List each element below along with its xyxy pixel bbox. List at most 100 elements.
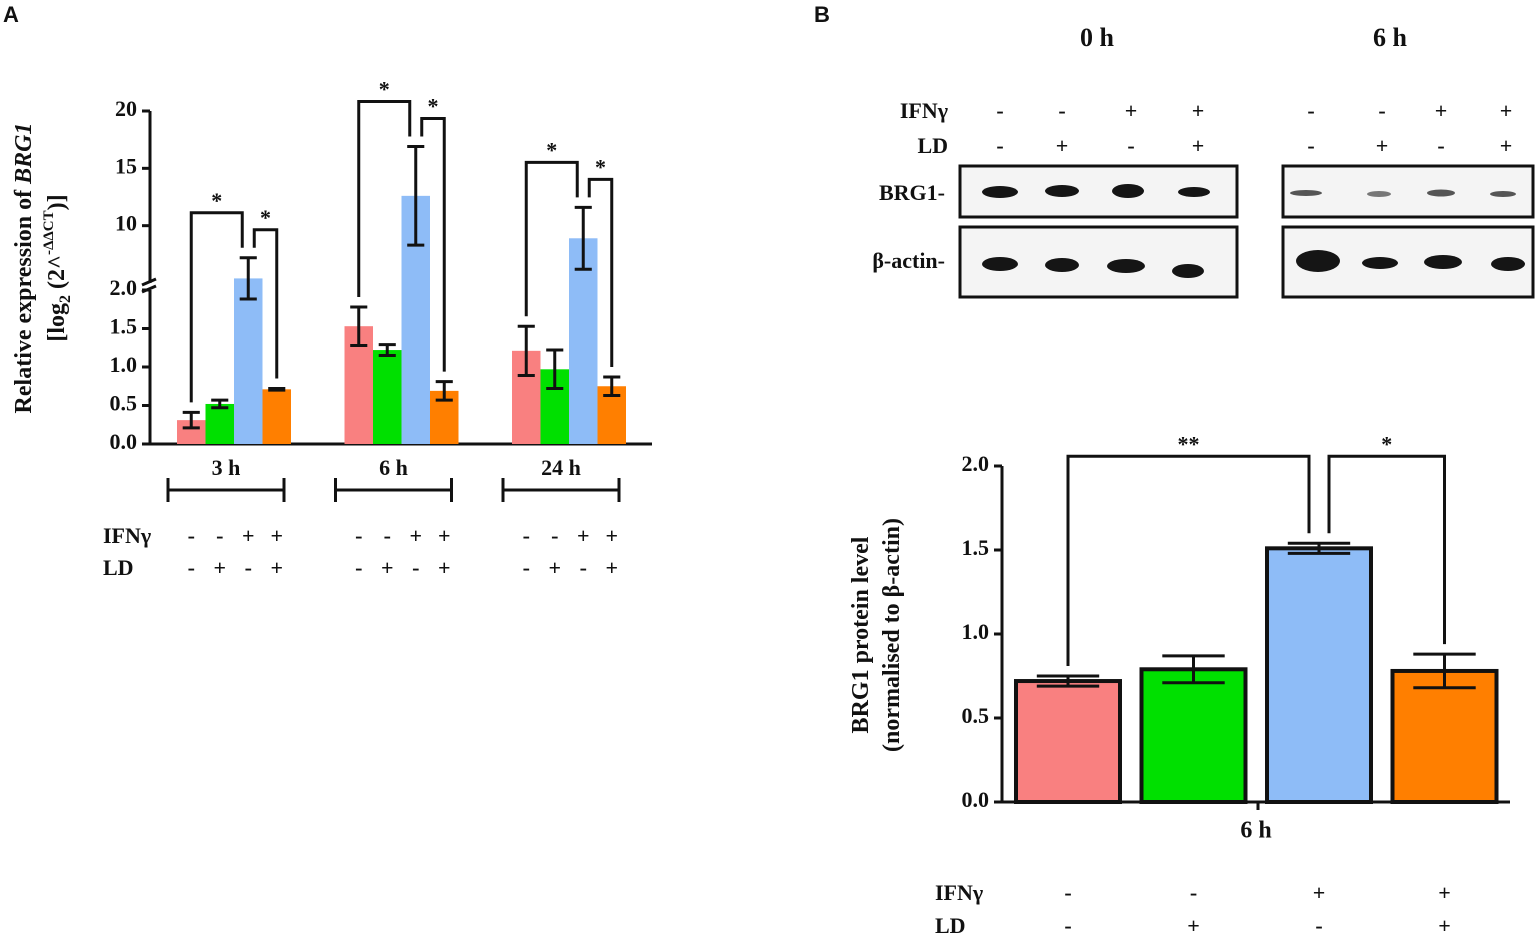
y-axis-label: BRG1 protein level xyxy=(848,536,874,733)
y-axis-label-part: )] xyxy=(44,194,70,210)
blot-frame xyxy=(1281,164,1535,219)
blot-row-label: LD xyxy=(917,133,948,158)
y-tick-label: 1.5 xyxy=(110,314,138,339)
condition-sign: - xyxy=(580,555,587,580)
condition-sign: - xyxy=(523,555,530,580)
y-axis-label: (normalised to β-actin) xyxy=(879,518,905,752)
condition-label: LD xyxy=(935,913,966,937)
bar xyxy=(569,238,598,444)
y-axis-label-part: (normalised to β-actin) xyxy=(879,518,905,752)
bar xyxy=(1014,679,1122,804)
condition-sign: + xyxy=(270,555,283,580)
blot-sign: - xyxy=(1127,133,1134,158)
error-bar xyxy=(239,256,257,301)
significance-bracket xyxy=(252,228,279,379)
condition-sign: + xyxy=(1187,913,1200,937)
error-bar xyxy=(435,380,453,402)
y-tick-label: 1.5 xyxy=(962,535,990,560)
error-bar xyxy=(546,348,564,391)
error-bar xyxy=(268,387,286,392)
error-bar xyxy=(378,343,396,357)
blot-sign: + xyxy=(1056,133,1069,158)
group-bracket xyxy=(166,478,286,502)
blot-sign: + xyxy=(1500,133,1513,158)
error-bar xyxy=(603,375,621,397)
y-tick-label: 0.0 xyxy=(110,429,138,454)
condition-sign: + xyxy=(605,555,618,580)
condition-sign: - xyxy=(1064,913,1071,937)
condition-sign: - xyxy=(245,555,252,580)
condition-sign: + xyxy=(270,523,283,548)
condition-sign: - xyxy=(1315,913,1322,937)
bar xyxy=(177,420,206,444)
error-bar xyxy=(350,305,368,347)
group-bracket xyxy=(501,478,621,502)
significance-label: * xyxy=(379,77,390,102)
error-bar xyxy=(182,410,200,430)
condition-sign: + xyxy=(381,555,394,580)
blot-sign: + xyxy=(1125,98,1138,123)
x-tick-label: 6 h xyxy=(379,455,408,480)
blot-sign: + xyxy=(1192,98,1205,123)
y-axis-label-part: Relative expression of xyxy=(11,184,37,414)
condition-sign: - xyxy=(523,523,530,548)
significance-label: ** xyxy=(1178,431,1200,456)
y-tick-label: 0.5 xyxy=(962,703,990,728)
bar xyxy=(1390,668,1499,805)
condition-sign: - xyxy=(384,523,391,548)
significance-bracket xyxy=(420,117,446,372)
blot-sign: - xyxy=(996,133,1003,158)
blot-sign: - xyxy=(1437,133,1444,158)
y-axis-label-part: BRG1 xyxy=(11,123,37,185)
condition-sign: + xyxy=(605,523,618,548)
group-bracket xyxy=(334,478,453,502)
y-axis-label: [log2 (2^-ΔΔCT)] xyxy=(41,194,74,341)
blot-sign: + xyxy=(1192,133,1205,158)
y-tick-label: 1.0 xyxy=(110,352,138,377)
blot-protein: BRG1- xyxy=(879,180,945,205)
condition-label: LD xyxy=(103,555,134,580)
x-tick-label: 3 h xyxy=(212,455,241,480)
y-tick-label: 20 xyxy=(115,96,137,121)
condition-sign: - xyxy=(355,523,362,548)
blot-bands xyxy=(982,184,1525,278)
blot-sign: - xyxy=(1378,98,1385,123)
y-tick-label: 10 xyxy=(115,211,137,236)
condition-sign: - xyxy=(188,523,195,548)
condition-sign: - xyxy=(1064,880,1071,905)
condition-sign: + xyxy=(1313,880,1326,905)
y-tick-label: 2.0 xyxy=(962,451,990,476)
condition-sign: + xyxy=(548,555,561,580)
condition-sign: + xyxy=(438,555,451,580)
blot-sign: - xyxy=(1307,98,1314,123)
condition-sign: + xyxy=(438,523,451,548)
condition-sign: + xyxy=(213,555,226,580)
error-bar xyxy=(211,398,229,410)
y-axis-label-part: -ΔΔCT xyxy=(41,210,57,255)
condition-sign: + xyxy=(1438,880,1451,905)
y-tick-label: 1.0 xyxy=(962,619,990,644)
condition-sign: - xyxy=(412,555,419,580)
y-tick-label: 0.0 xyxy=(962,787,990,812)
blot-sign: - xyxy=(996,98,1003,123)
y-axis-label-part: BRG1 protein level xyxy=(848,536,874,733)
y-tick-label: 2.0 xyxy=(110,275,138,300)
condition-sign: - xyxy=(216,523,223,548)
blot-sign: + xyxy=(1435,98,1448,123)
significance-label: * xyxy=(546,137,557,162)
significance-label: * xyxy=(211,188,222,213)
error-bar xyxy=(574,205,592,271)
significance-bracket xyxy=(587,177,614,368)
blot-timepoint: 0 h xyxy=(1080,23,1115,52)
significance-bracket xyxy=(1327,454,1446,645)
condition-sign: - xyxy=(355,555,362,580)
error-bar xyxy=(517,324,535,377)
condition-sign: + xyxy=(577,523,590,548)
significance-label: * xyxy=(428,94,439,119)
condition-label: IFNγ xyxy=(103,523,151,548)
condition-sign: + xyxy=(1438,913,1451,937)
blot-timepoint: 6 h xyxy=(1373,23,1408,52)
error-bar xyxy=(1162,654,1225,685)
error-bar xyxy=(1036,674,1100,688)
blot-protein: β-actin- xyxy=(872,248,945,273)
